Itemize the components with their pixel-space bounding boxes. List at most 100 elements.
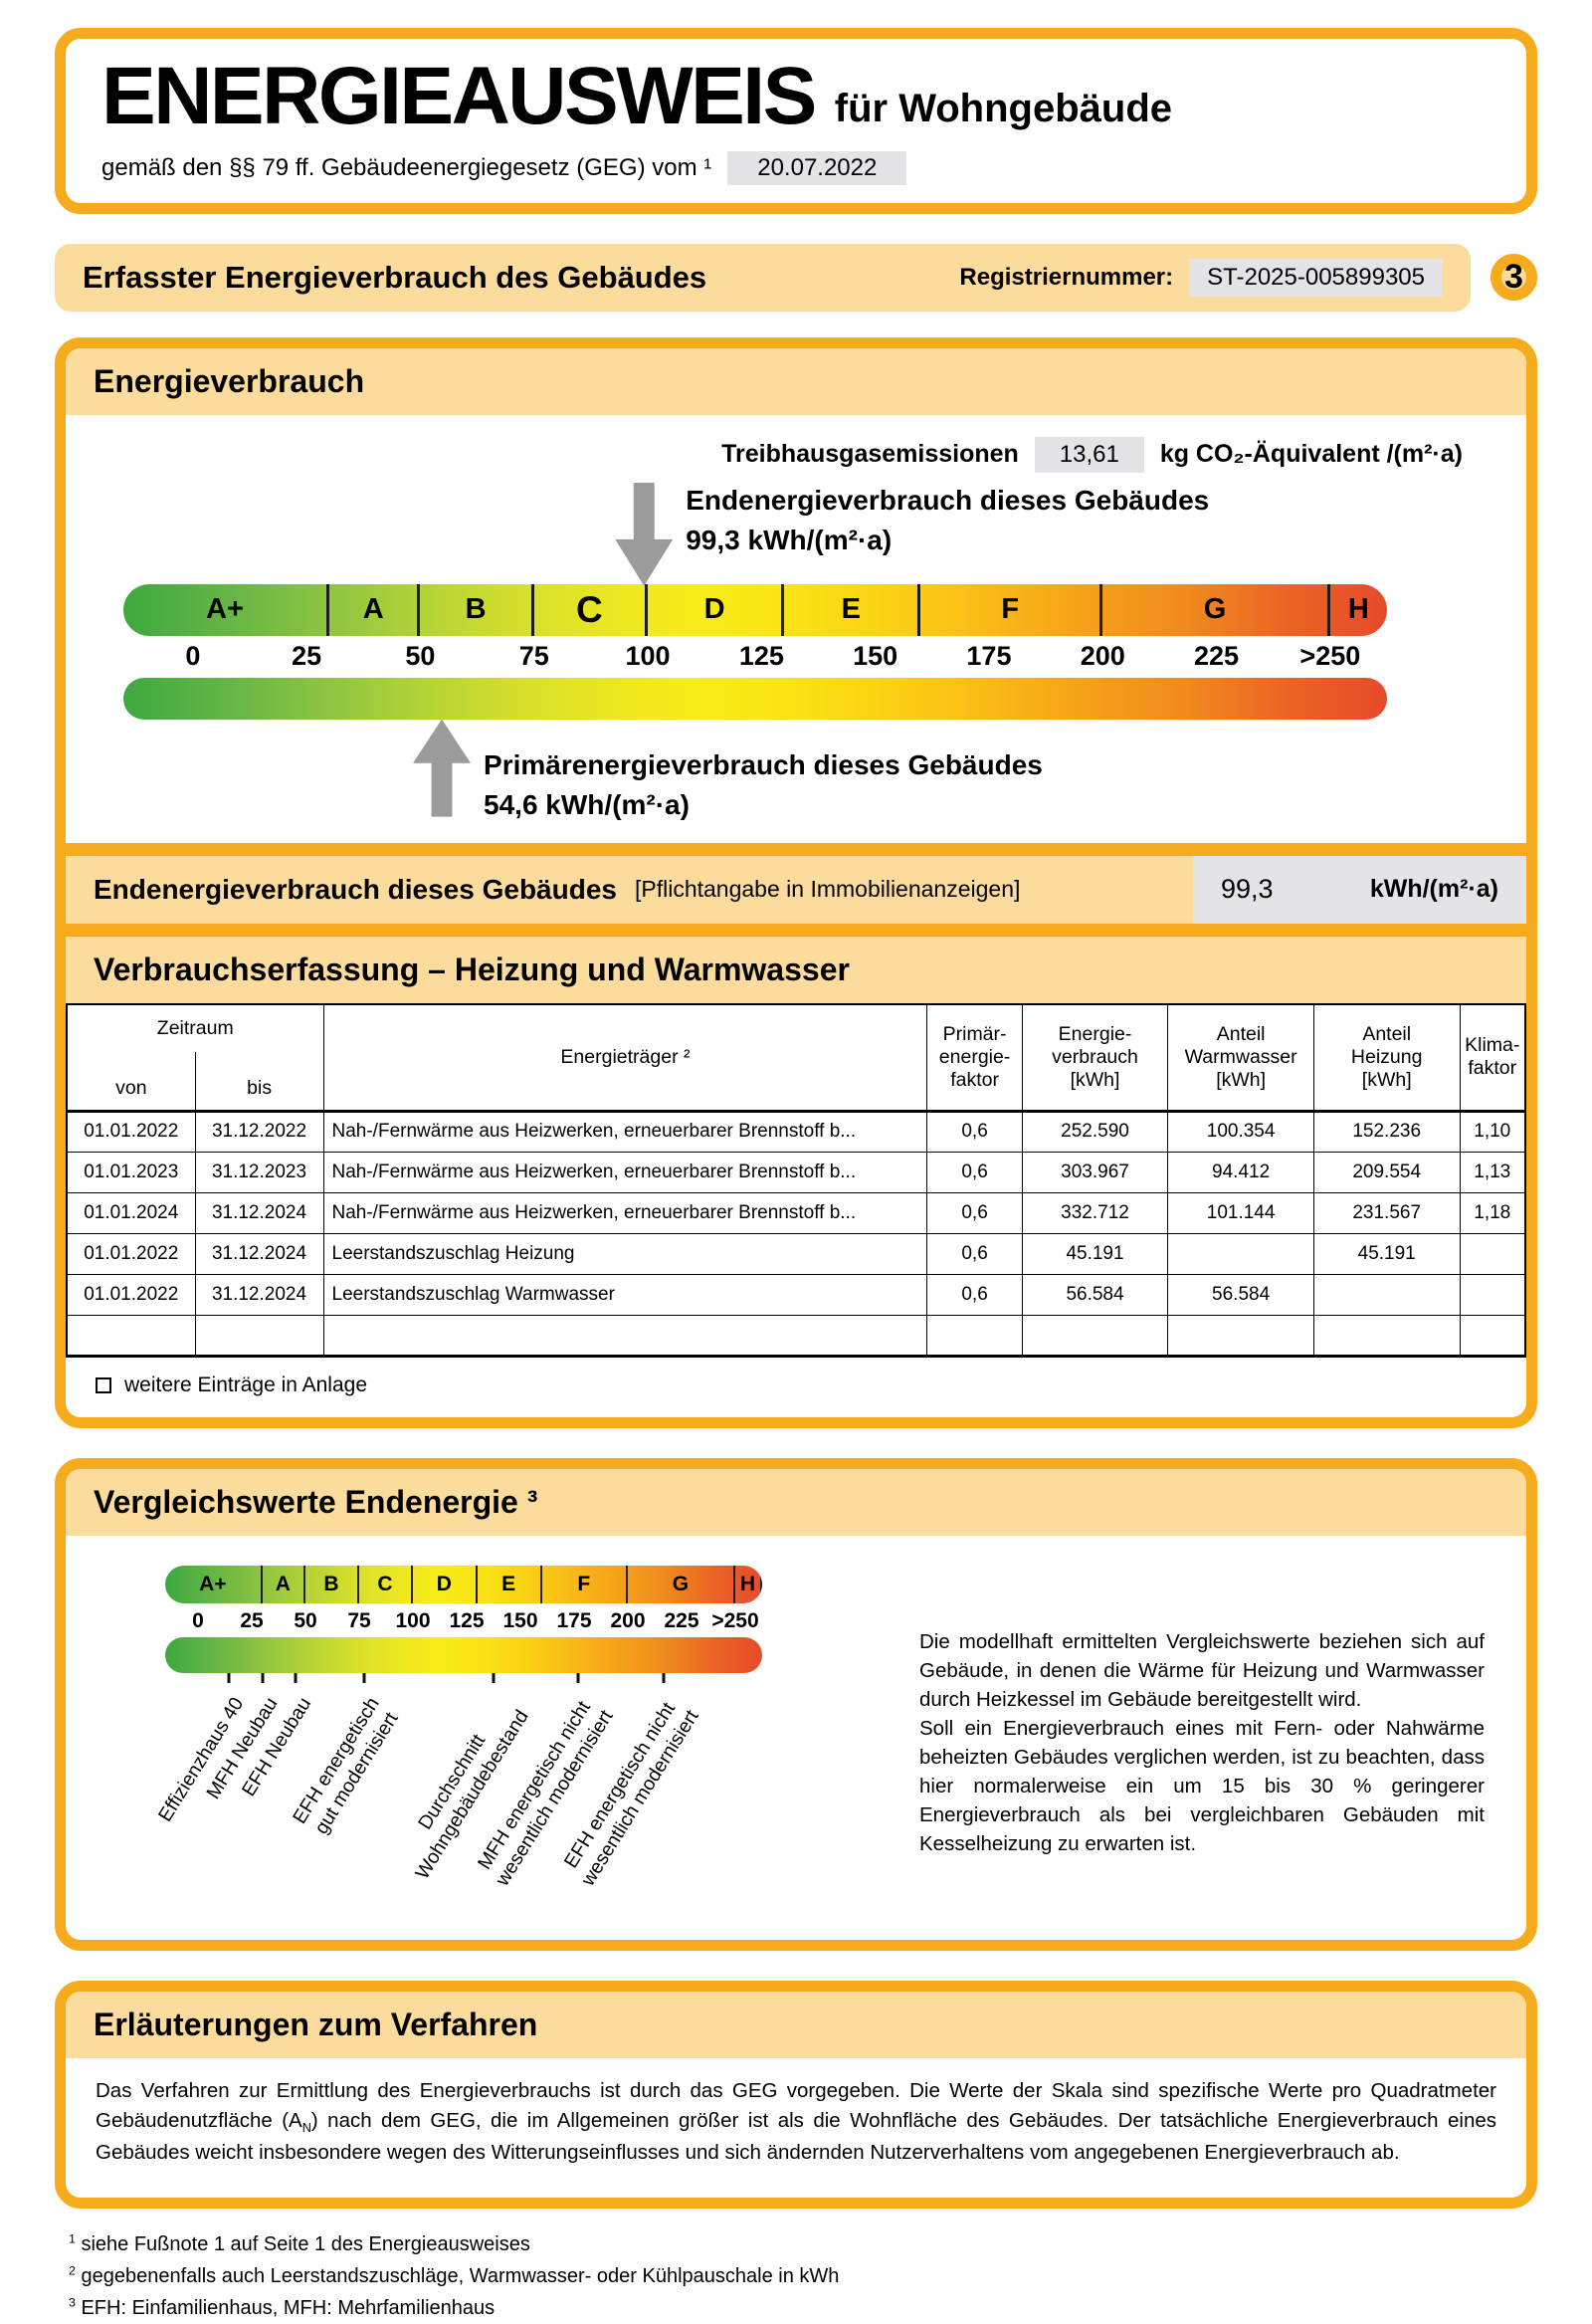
- compare-paragraph-2: Soll ein Energieverbrauch eines mit Fern…: [919, 1716, 1485, 1856]
- table-cell: Nah-/Fernwärme aus Heizwerken, erneuerba…: [322, 1151, 928, 1193]
- compare-scale-area: A+ A B C D E F G H 0 25 50 75 100 125 150 175 200 225 >250…: [66, 1565, 919, 1934]
- end-energy-band-value: 99,3: [1221, 874, 1274, 905]
- scale-tick-75: 75: [347, 1608, 371, 1632]
- table-cell: 45.191: [1312, 1232, 1461, 1275]
- scale-class-A+: A+: [123, 583, 329, 636]
- scale-class-H: H: [1347, 593, 1369, 626]
- table-cell: 209.554: [1312, 1151, 1461, 1193]
- scale-tick-50: 50: [294, 1608, 317, 1632]
- table-cell: [1459, 1314, 1526, 1357]
- col-energieverbrauch: Energie- verbrauch [kWh]: [1021, 1003, 1169, 1113]
- more-entries-checkbox[interactable]: [96, 1376, 111, 1393]
- scale-class-C: C: [534, 583, 649, 636]
- footnotes: 1 siehe Fußnote 1 auf Seite 1 des Energi…: [55, 2228, 1537, 2324]
- table-cell: 01.01.2022: [66, 1110, 196, 1153]
- scale-class-C: C: [359, 1565, 413, 1603]
- compare-tick-icon: [294, 1672, 298, 1683]
- class-bar-small: A+ A B C D E F G H: [165, 1565, 762, 1603]
- footnote-marker: 2: [69, 2263, 76, 2278]
- table-cell: Leerstandszuschlag Warmwasser: [322, 1273, 928, 1316]
- table-cell: [1167, 1232, 1314, 1275]
- scale-class-G: G: [1102, 583, 1330, 636]
- section-bar: Erfasster Energieverbrauch des Gebäudes …: [55, 243, 1471, 312]
- scale-tick-25: 25: [240, 1608, 264, 1632]
- table-cell: 1,13: [1459, 1151, 1526, 1193]
- compare-tick-icon: [362, 1672, 366, 1683]
- table-cell: 94.412: [1167, 1151, 1314, 1193]
- consumption-table: Zeitraum von bis Energieträger ² Primär-…: [66, 1002, 1526, 1358]
- scale-tick-25: 25: [292, 640, 322, 671]
- scale-tick-200: 200: [1080, 640, 1125, 671]
- table-header-row: Zeitraum von bis Energieträger ² Primär-…: [66, 1003, 1526, 1113]
- end-energy-label: Endenergieverbrauch dieses Gebäudes: [686, 484, 1210, 516]
- end-energy-value: 99,3 kWh/(m²·a): [686, 525, 893, 556]
- table-cell: 01.01.2022: [66, 1232, 196, 1275]
- ghg-value: 13,61: [1034, 436, 1144, 473]
- scale-class-A: A: [329, 583, 421, 636]
- end-energy-block: Endenergieverbrauch dieses Gebäudes 99,3…: [123, 477, 1387, 586]
- compare-tick-icon: [492, 1672, 496, 1683]
- end-energy-band-note: [Pflichtangabe in Immobilienanzeigen]: [634, 876, 1021, 903]
- table-cell: Leerstandszuschlag Heizung: [322, 1232, 928, 1275]
- col-anteil-heizung: Anteil Heizung [kWh]: [1312, 1003, 1461, 1113]
- table-cell: 31.12.2023: [194, 1151, 324, 1193]
- scale-tick-175: 175: [556, 1608, 592, 1632]
- divider: [66, 923, 1526, 937]
- footnote: 1 siehe Fußnote 1 auf Seite 1 des Energi…: [69, 2231, 530, 2256]
- class-scale-big: A+ A B C D E F G H 0 25 50 75 100 125 150 175 200 225 >250: [123, 583, 1387, 720]
- law-date-value: 20.07.2022: [727, 150, 907, 185]
- scale-tick-0: 0: [192, 1608, 204, 1632]
- scale-tick-100: 100: [625, 640, 671, 671]
- more-entries-row: weitere Einträge in Anlage: [66, 1358, 1526, 1417]
- table-cell: [1021, 1314, 1169, 1357]
- section-title: Erfasster Energieverbrauch des Gebäudes: [83, 259, 707, 295]
- document-subtitle: für Wohngebäude: [834, 86, 1173, 130]
- table-cell: 01.01.2024: [66, 1191, 196, 1234]
- table-cell: 31.12.2024: [194, 1232, 324, 1275]
- table-cell: [1312, 1273, 1461, 1316]
- scale-tick-200: 200: [610, 1608, 646, 1632]
- scale-tick->250: >250: [1299, 640, 1361, 671]
- consumption-table-body: 01.01.2022 31.12.2022 Nah-/Fernwärme aus H…: [66, 1110, 1526, 1357]
- class-scale-small: A+ A B C D E F G H 0 25 50 75 100 125 150 175 200 225 >250…: [154, 1565, 762, 1934]
- col-klimafaktor: Klima- faktor: [1459, 1003, 1526, 1113]
- scale-class-F: F: [920, 583, 1103, 636]
- scale-class-D: D: [648, 583, 785, 636]
- table-cell: [1167, 1314, 1314, 1357]
- compare-paragraph-1: Die modellhaft ermittelten Vergleichswer…: [919, 1629, 1485, 1711]
- ghg-row: Treibhausgasemissionen 13,61 kg CO₂-Äqui…: [66, 433, 1463, 477]
- title-row: ENERGIEAUSWEIS für Wohngebäude: [101, 55, 1491, 138]
- primary-energy-pointer-label: Primärenergieverbrauch dieses Gebäudes 5…: [484, 745, 1043, 826]
- table-cell: 0,6: [926, 1232, 1023, 1275]
- scale-class-B: B: [305, 1565, 359, 1603]
- table-cell: [1459, 1232, 1526, 1275]
- footnote: 2 gegebenenfalls auch Leerstandszuschläg…: [69, 2263, 840, 2288]
- table-cell: 101.144: [1167, 1191, 1314, 1234]
- table-cell: [926, 1314, 1023, 1357]
- scale-tick-50: 50: [405, 640, 436, 671]
- energy-band-title: Energieverbrauch: [66, 347, 1526, 415]
- registration-number-value: ST-2025-005899305: [1189, 258, 1443, 297]
- end-energy-value-field: 99,3 kWh/(m²·a): [1193, 855, 1526, 924]
- table-cell: 0,6: [926, 1191, 1023, 1234]
- bis-label: bis: [194, 1051, 323, 1110]
- gradient-bar: [123, 677, 1387, 720]
- scale-tick-150: 150: [853, 640, 898, 671]
- divider: [66, 842, 1526, 856]
- table-row: 01.01.2022 31.12.2024 Leerstandszuschlag W…: [66, 1273, 1526, 1316]
- scale-class-E: E: [478, 1565, 542, 1603]
- von-bis-row: von bis: [68, 1051, 323, 1110]
- explanation-part-2: ) nach dem GEG, die im Allgemeinen größe…: [96, 2109, 1496, 2164]
- scale-tick-0: 0: [185, 640, 201, 671]
- ghg-unit: kg CO₂-Äquivalent /(m²·a): [1159, 440, 1463, 469]
- scale-class-E: E: [784, 583, 921, 636]
- energy-scale: Endenergieverbrauch dieses Gebäudes 99,3…: [123, 477, 1387, 843]
- von-label: von: [115, 1076, 147, 1099]
- scale-tick-225: 225: [664, 1608, 699, 1632]
- table-cell: 45.191: [1021, 1232, 1169, 1275]
- tick-row-small: 0 25 50 75 100 125 150 175 200 225 >250: [165, 1605, 762, 1637]
- scale-tick-225: 225: [1194, 640, 1240, 671]
- table-cell: 100.354: [1167, 1110, 1314, 1153]
- scale-tick-150: 150: [502, 1608, 538, 1632]
- explanation-text: Das Verfahren zur Ermittlung des Energie…: [66, 2058, 1526, 2199]
